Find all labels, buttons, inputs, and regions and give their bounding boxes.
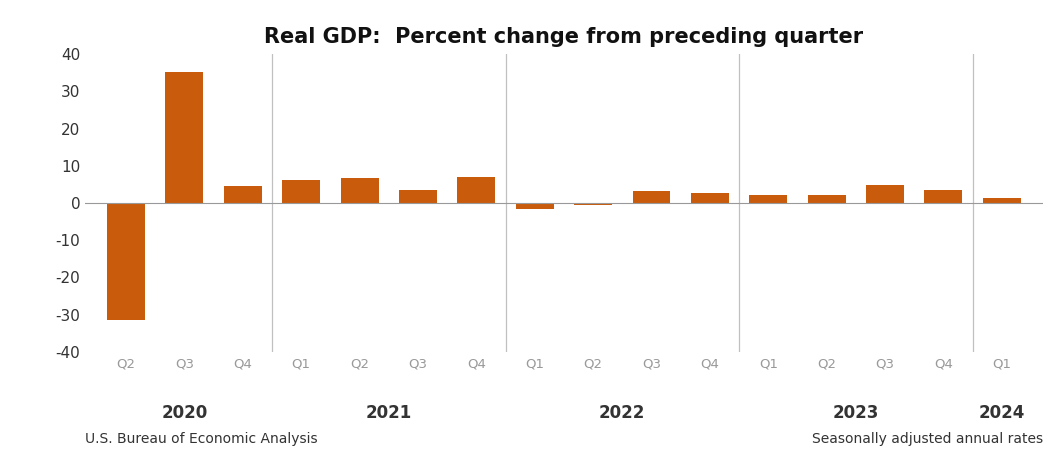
Bar [340, 178, 379, 203]
Text: 2021: 2021 [366, 404, 412, 422]
Bar [516, 203, 553, 209]
Bar [165, 72, 203, 203]
Bar [223, 186, 262, 203]
Text: 2020: 2020 [162, 404, 207, 422]
Bar [983, 198, 1020, 203]
Text: Seasonally adjusted annual rates: Seasonally adjusted annual rates [812, 433, 1043, 446]
Bar [691, 193, 729, 203]
Bar [282, 179, 320, 203]
Bar [808, 195, 846, 203]
Bar [866, 185, 904, 203]
Bar [925, 190, 963, 203]
Bar [575, 203, 612, 205]
Bar [458, 177, 496, 203]
Text: 2024: 2024 [979, 404, 1025, 422]
Text: U.S. Bureau of Economic Analysis: U.S. Bureau of Economic Analysis [85, 433, 318, 446]
Bar [399, 190, 437, 203]
Bar [632, 191, 670, 203]
Text: 2022: 2022 [599, 404, 646, 422]
Text: 2023: 2023 [833, 404, 879, 422]
Title: Real GDP:  Percent change from preceding quarter: Real GDP: Percent change from preceding … [264, 27, 864, 47]
Bar [107, 203, 145, 320]
Bar [749, 195, 787, 203]
